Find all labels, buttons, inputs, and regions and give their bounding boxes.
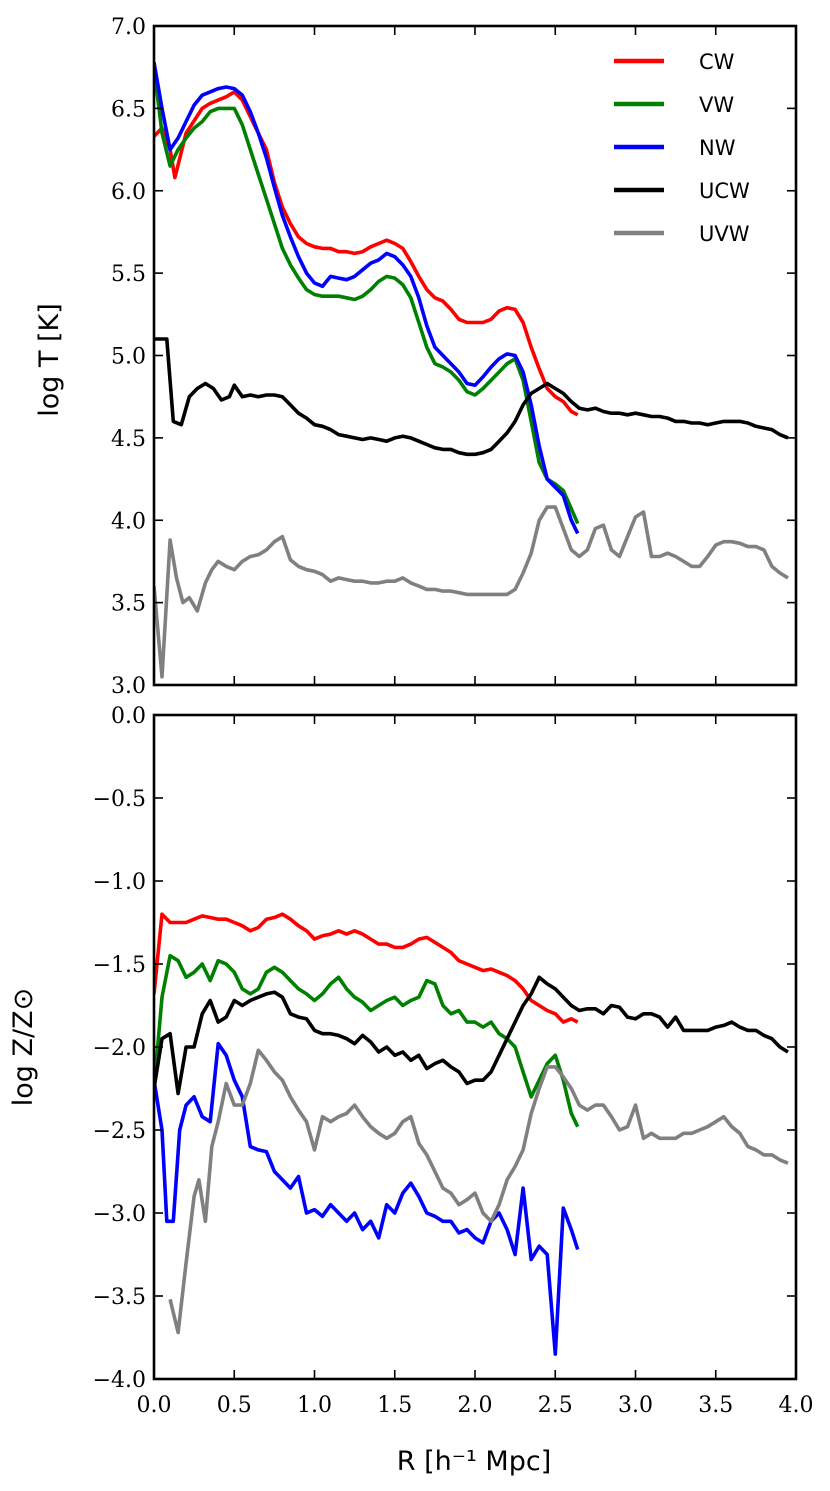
metallicity-y-tick-label: 0.0 — [111, 704, 146, 729]
metallicity-y-tick-label: −4.0 — [93, 1368, 146, 1393]
legend-label-ucw: UCW — [699, 179, 750, 203]
metallicity-series-nw-line — [154, 1041, 580, 1356]
metallicity-panel: log Z/Z⊙ 0.0 0.5 1.0 1.5 2.0 2.5 3.0 3.5 4.0 −4.0… — [8, 704, 814, 1418]
temperature-series-ucw-line — [154, 337, 789, 457]
temperature-series-nw-line — [154, 61, 580, 535]
temperature-y-tick-label: 7.0 — [111, 15, 146, 40]
legend-label-cw: CW — [699, 50, 735, 74]
metallicity-series-uvw-line — [168, 1048, 789, 1335]
metallicity-y-tick-label: −3.0 — [93, 1202, 146, 1227]
metallicity-series-cw-line — [154, 912, 579, 1024]
temperature-panel: log T [K] 3.0 3.5 4.0 4.5 5.0 5.5 6.0 6.5 7.0 CW V… — [34, 15, 798, 699]
legend-label-vw: VW — [699, 93, 734, 117]
temperature-y-tick-label: 5.0 — [111, 345, 146, 370]
temperature-series-cw-line — [154, 90, 579, 417]
metallicity-x-tick-label: 2.5 — [538, 1393, 573, 1418]
metallicity-series-vw-line — [154, 953, 580, 1128]
metallicity-y-tick-label: −0.5 — [93, 787, 146, 812]
metallicity-x-tick-label: 3.0 — [618, 1393, 653, 1418]
temperature-y-tick-label: 3.5 — [111, 592, 146, 617]
metallicity-y-tick-label: −1.0 — [93, 870, 146, 895]
metallicity-x-tick-label: 1.5 — [377, 1393, 412, 1418]
temperature-y-tick-label: 3.0 — [111, 674, 146, 699]
temperature-y-axis-label: log T [K] — [34, 303, 65, 417]
legend-label-nw: NW — [699, 136, 736, 160]
temperature-series-uvw-line — [154, 505, 789, 679]
metallicity-x-tick-label: 2.0 — [458, 1393, 493, 1418]
legend-label-uvw: UVW — [699, 222, 750, 246]
metallicity-x-tick-label: 4.0 — [779, 1393, 814, 1418]
metallicity-y-tick-label: −1.5 — [93, 953, 146, 978]
temperature-y-tick-label: 6.5 — [111, 97, 146, 122]
temperature-series-vw-line — [154, 66, 580, 525]
metallicity-x-tick-label: 0.0 — [137, 1393, 172, 1418]
temperature-y-tick-label: 4.0 — [111, 509, 146, 534]
metallicity-y-tick-label: −3.5 — [93, 1285, 146, 1310]
metallicity-x-tick-label: 3.5 — [698, 1393, 733, 1418]
metallicity-series-ucw-line — [154, 975, 789, 1096]
temperature-plot-frame — [152, 24, 798, 687]
metallicity-y-tick-label: −2.5 — [93, 1119, 146, 1144]
temperature-y-tick-label: 6.0 — [111, 180, 146, 205]
x-axis-label: R [h⁻¹ Mpc] — [397, 1446, 551, 1477]
metallicity-y-axis-label: log Z/Z⊙ — [8, 988, 39, 1106]
legend: CW VW NW UCW UVW — [614, 50, 750, 246]
metallicity-x-tick-label: 0.5 — [217, 1393, 252, 1418]
metallicity-y-tick-label: −2.0 — [93, 1036, 146, 1061]
metallicity-x-tick-label: 1.0 — [297, 1393, 332, 1418]
temperature-y-tick-label: 5.5 — [111, 262, 146, 287]
metallicity-series-group — [154, 912, 789, 1356]
temperature-series-group — [154, 61, 789, 679]
temperature-y-tick-label: 4.5 — [111, 427, 146, 452]
metallicity-plot-frame — [152, 713, 798, 1381]
